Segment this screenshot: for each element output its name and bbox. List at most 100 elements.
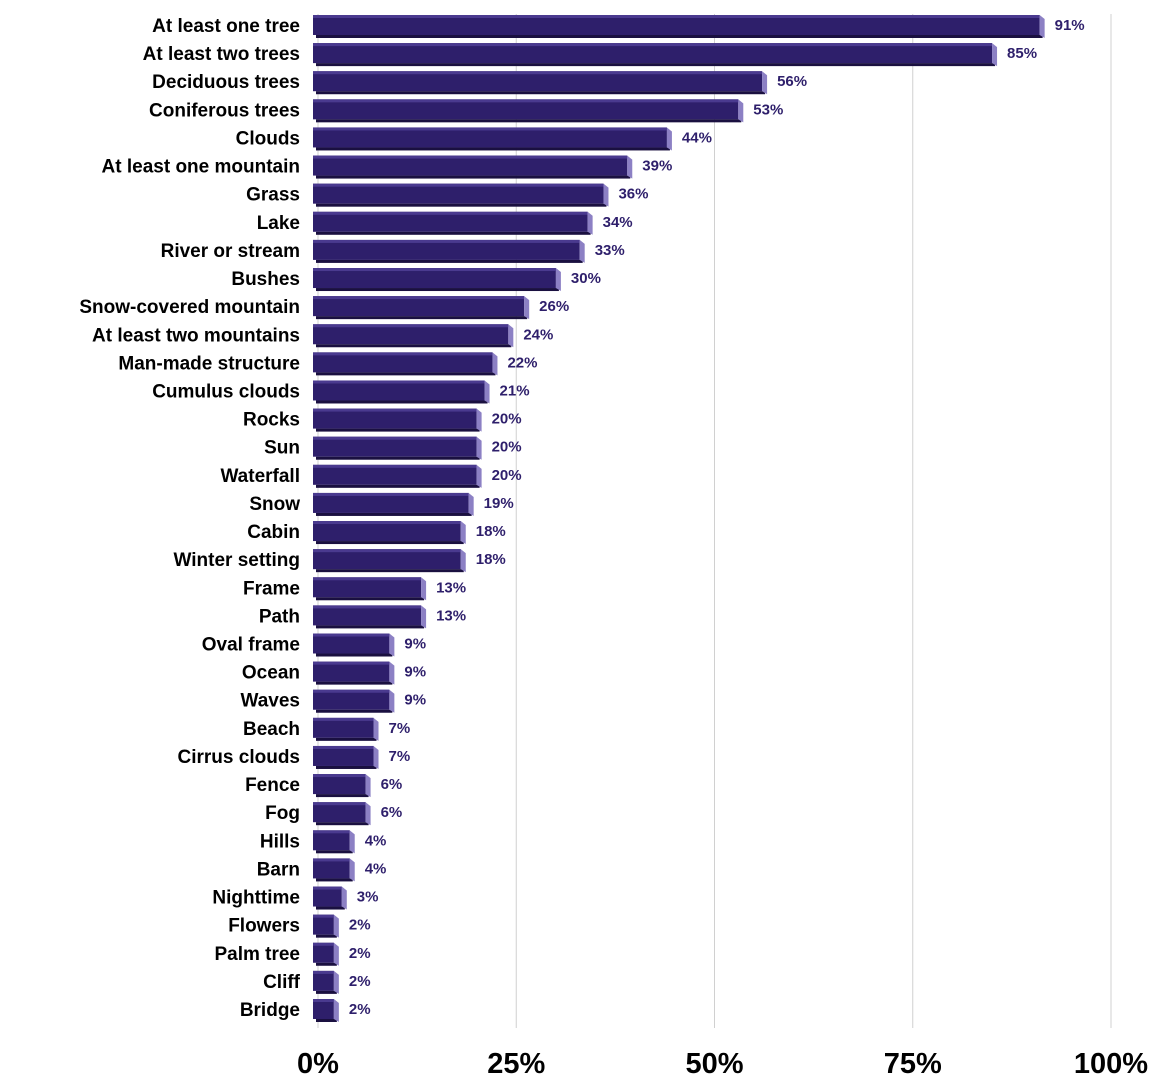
category-label: Beach bbox=[243, 719, 300, 740]
bar bbox=[313, 352, 498, 376]
value-label: 39% bbox=[642, 158, 672, 175]
bar-side-face bbox=[476, 436, 482, 460]
bar-front bbox=[313, 436, 477, 457]
x-tick-label: 75% bbox=[884, 1048, 942, 1080]
bar bbox=[313, 970, 339, 994]
bar-bottom-face bbox=[316, 990, 337, 994]
bar-front bbox=[313, 717, 374, 738]
category-label: Waterfall bbox=[220, 466, 300, 487]
category-label: At least two mountains bbox=[92, 325, 300, 346]
category-labels: At least one tree At least two trees Decid… bbox=[79, 16, 300, 1021]
category-label: Deciduous trees bbox=[152, 72, 300, 93]
bar bbox=[313, 296, 530, 320]
bar-front bbox=[313, 549, 461, 570]
bar-top-face bbox=[313, 802, 366, 806]
value-label: 6% bbox=[381, 804, 403, 821]
bar-side-face bbox=[484, 380, 490, 404]
bar bbox=[313, 127, 672, 151]
bar-side-face bbox=[341, 886, 347, 910]
bar-bottom-face bbox=[316, 569, 464, 573]
bar-bottom-face bbox=[316, 316, 528, 320]
bar-side-face bbox=[1039, 15, 1045, 38]
category-label: At least two trees bbox=[143, 44, 300, 65]
value-label: 20% bbox=[492, 411, 522, 428]
bar-bottom-face bbox=[316, 512, 472, 516]
category-label: Fog bbox=[265, 803, 300, 824]
category-label: Bushes bbox=[231, 269, 300, 290]
bar-bottom-face bbox=[316, 709, 393, 713]
bar-top-face bbox=[313, 661, 390, 665]
bar-top-face bbox=[313, 492, 469, 496]
category-label: At least one mountain bbox=[102, 157, 300, 178]
bar bbox=[313, 942, 339, 966]
bar bbox=[313, 914, 339, 938]
bar-bottom-face bbox=[316, 63, 996, 67]
category-label: Grass bbox=[246, 185, 300, 206]
value-label: 13% bbox=[436, 607, 466, 624]
bar bbox=[313, 380, 490, 404]
bar bbox=[313, 605, 427, 629]
bar-side-face bbox=[468, 492, 474, 516]
bar-top-face bbox=[313, 71, 763, 75]
bar-front bbox=[313, 380, 485, 401]
x-tick-label: 100% bbox=[1074, 1048, 1148, 1080]
bar-bottom-face bbox=[316, 344, 512, 348]
bar-side-face bbox=[333, 914, 339, 938]
value-label: 20% bbox=[492, 439, 522, 456]
bar-bottom-face bbox=[316, 625, 425, 629]
bar-top-face bbox=[313, 155, 628, 159]
bar-top-face bbox=[313, 521, 461, 525]
bar-front bbox=[313, 830, 350, 851]
bar-bottom-face bbox=[316, 484, 480, 488]
bar-bottom-face bbox=[316, 765, 377, 769]
bar bbox=[313, 99, 744, 123]
value-label: 24% bbox=[523, 326, 553, 343]
bar-top-face bbox=[313, 296, 525, 300]
value-label: 34% bbox=[603, 214, 633, 231]
bar-bottom-face bbox=[316, 934, 337, 938]
value-label: 2% bbox=[349, 973, 371, 990]
bar-bottom-face bbox=[316, 203, 607, 207]
bar bbox=[313, 802, 371, 826]
bar-top-face bbox=[313, 239, 580, 243]
bar bbox=[313, 155, 633, 179]
category-label: Snow-covered mountain bbox=[79, 297, 300, 318]
bar bbox=[313, 464, 482, 488]
category-label: Bridge bbox=[240, 1000, 300, 1021]
value-label: 7% bbox=[389, 720, 411, 737]
bar-bottom-face bbox=[316, 1019, 337, 1022]
bar-bottom-face bbox=[316, 878, 353, 882]
category-label: Hills bbox=[260, 831, 300, 852]
bar-front bbox=[313, 999, 334, 1019]
bar-bottom-face bbox=[316, 822, 369, 826]
bar-side-face bbox=[349, 830, 355, 854]
category-label: Waves bbox=[241, 691, 301, 712]
bar-front bbox=[313, 661, 390, 682]
category-label: Fence bbox=[245, 775, 300, 796]
category-label: Oval frame bbox=[202, 635, 300, 656]
bar-front bbox=[313, 970, 334, 991]
bar bbox=[313, 830, 355, 854]
bar-front bbox=[313, 127, 667, 148]
category-label: Barn bbox=[257, 859, 300, 880]
bar-top-face bbox=[313, 408, 477, 412]
bar-bottom-face bbox=[316, 400, 488, 404]
bar-bottom-face bbox=[316, 91, 766, 95]
bar-front bbox=[313, 296, 525, 317]
bar-top-face bbox=[313, 43, 993, 47]
bar-side-face bbox=[333, 942, 339, 966]
bar bbox=[313, 183, 609, 207]
bar-top-face bbox=[313, 549, 461, 553]
bar-side-face bbox=[460, 549, 466, 573]
category-label: Nighttime bbox=[212, 888, 300, 909]
bar bbox=[313, 436, 482, 460]
bar-top-face bbox=[313, 633, 390, 637]
bar-bottom-face bbox=[316, 597, 425, 601]
category-label: At least one tree bbox=[152, 16, 300, 37]
value-label: 2% bbox=[349, 945, 371, 962]
value-label: 36% bbox=[618, 186, 648, 203]
category-label: Lake bbox=[257, 213, 300, 234]
bar bbox=[313, 717, 379, 741]
bar-bottom-face bbox=[316, 231, 591, 235]
bar bbox=[313, 549, 466, 573]
